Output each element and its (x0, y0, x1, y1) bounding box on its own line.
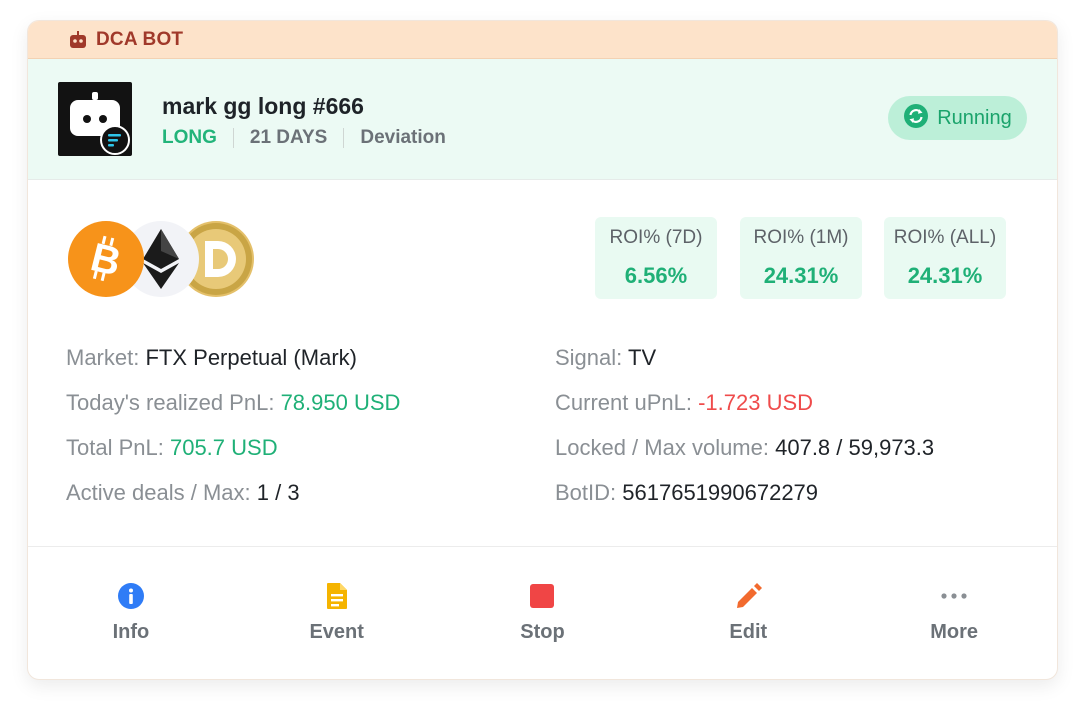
stat-value: 705.7 USD (169, 435, 278, 460)
coin-stack: B (68, 221, 254, 297)
roi-all-card: ROI% (ALL) 24.31% (884, 217, 1006, 299)
roi-label: ROI% (ALL) (893, 227, 997, 248)
robot-icon (68, 30, 88, 50)
stat-key: Active deals / Max: (66, 480, 251, 505)
stat-total-pnl: Total PnL: 705.7 USD (66, 431, 400, 476)
info-icon (116, 581, 146, 611)
stat-market: Market: FTX Perpetual (Mark) (66, 341, 400, 386)
stat-key: Locked / Max volume: (555, 435, 769, 460)
edit-button[interactable]: Edit (645, 547, 851, 679)
stat-key: Today's realized PnL: (66, 390, 275, 415)
stat-value: FTX Perpetual (Mark) (145, 345, 357, 370)
actions-divider (28, 546, 1057, 547)
dca-bot-topbar: DCA BOT (28, 21, 1057, 59)
side-tag: LONG (162, 127, 217, 148)
ethereum-icon (123, 221, 199, 297)
action-label: Event (309, 621, 364, 643)
bot-header: mark gg long #666 LONG 21 DAYS Deviation… (28, 59, 1057, 180)
bot-tags: LONG 21 DAYS Deviation (162, 127, 446, 149)
dca-bot-card: DCA BOT mark gg long #666 LONG 21 DAYS D… (27, 20, 1058, 680)
tag-separator (232, 128, 234, 148)
stat-value: 1 / 3 (256, 480, 300, 505)
action-label: Edit (729, 621, 768, 643)
roi-label: ROI% (1M) (753, 227, 849, 248)
dogecoin-icon (178, 221, 254, 297)
stop-button[interactable]: Stop (440, 547, 646, 679)
roi-label: ROI% (7D) (609, 227, 703, 248)
stat-bot-id: BotID: 5617651990672279 (555, 476, 934, 521)
stat-value: -1.723 USD (698, 390, 814, 415)
topbar-label: DCA BOT (96, 28, 184, 50)
stat-current-upnl: Current uPnL: -1.723 USD (555, 386, 934, 431)
roi-value: 24.31% (907, 263, 983, 288)
stat-value: 5617651990672279 (622, 480, 819, 505)
stat-locked-volume: Locked / Max volume: 407.8 / 59,973.3 (555, 431, 934, 476)
bitcoin-icon: B (68, 221, 144, 297)
stat-value: 407.8 / 59,973.3 (775, 435, 935, 460)
roi-1m-card: ROI% (1M) 24.31% (740, 217, 862, 299)
stat-key: Total PnL: (66, 435, 164, 460)
action-bar: Info Event Stop (28, 547, 1057, 679)
strategy-tag: Deviation (360, 127, 446, 148)
tag-separator (343, 128, 345, 148)
more-dots-icon (939, 581, 969, 611)
action-label: Info (112, 621, 150, 643)
sync-icon (903, 103, 929, 134)
stat-key: Current uPnL: (555, 390, 692, 415)
bot-avatar (58, 82, 132, 156)
roi-7d-card: ROI% (7D) 6.56% (595, 217, 717, 299)
info-button[interactable]: Info (28, 547, 234, 679)
duration-tag: 21 DAYS (249, 127, 328, 148)
stat-today-realized-pnl: Today's realized PnL: 78.950 USD (66, 386, 400, 431)
roi-value: 6.56% (624, 263, 688, 288)
stats-right: Signal: TV Current uPnL: -1.723 USD Lock… (555, 341, 934, 521)
action-label: Stop (520, 621, 565, 643)
stats-left: Market: FTX Perpetual (Mark) Today's rea… (66, 341, 400, 521)
event-button[interactable]: Event (234, 547, 440, 679)
stat-key: BotID: (555, 480, 617, 505)
document-icon (322, 581, 352, 611)
action-label: More (930, 621, 978, 643)
status-text: Running (937, 106, 1012, 129)
stat-value: TV (628, 345, 657, 370)
pencil-icon (733, 581, 763, 611)
stat-key: Signal: (555, 345, 623, 370)
stat-active-deals: Active deals / Max: 1 / 3 (66, 476, 400, 521)
stat-value: 78.950 USD (280, 390, 401, 415)
status-badge: Running (888, 96, 1027, 140)
bot-name: mark gg long #666 (162, 93, 364, 119)
more-button[interactable]: More (851, 547, 1057, 679)
stop-icon (527, 581, 557, 611)
stat-signal: Signal: TV (555, 341, 934, 386)
roi-value: 24.31% (763, 263, 839, 288)
stat-key: Market: (66, 345, 140, 370)
